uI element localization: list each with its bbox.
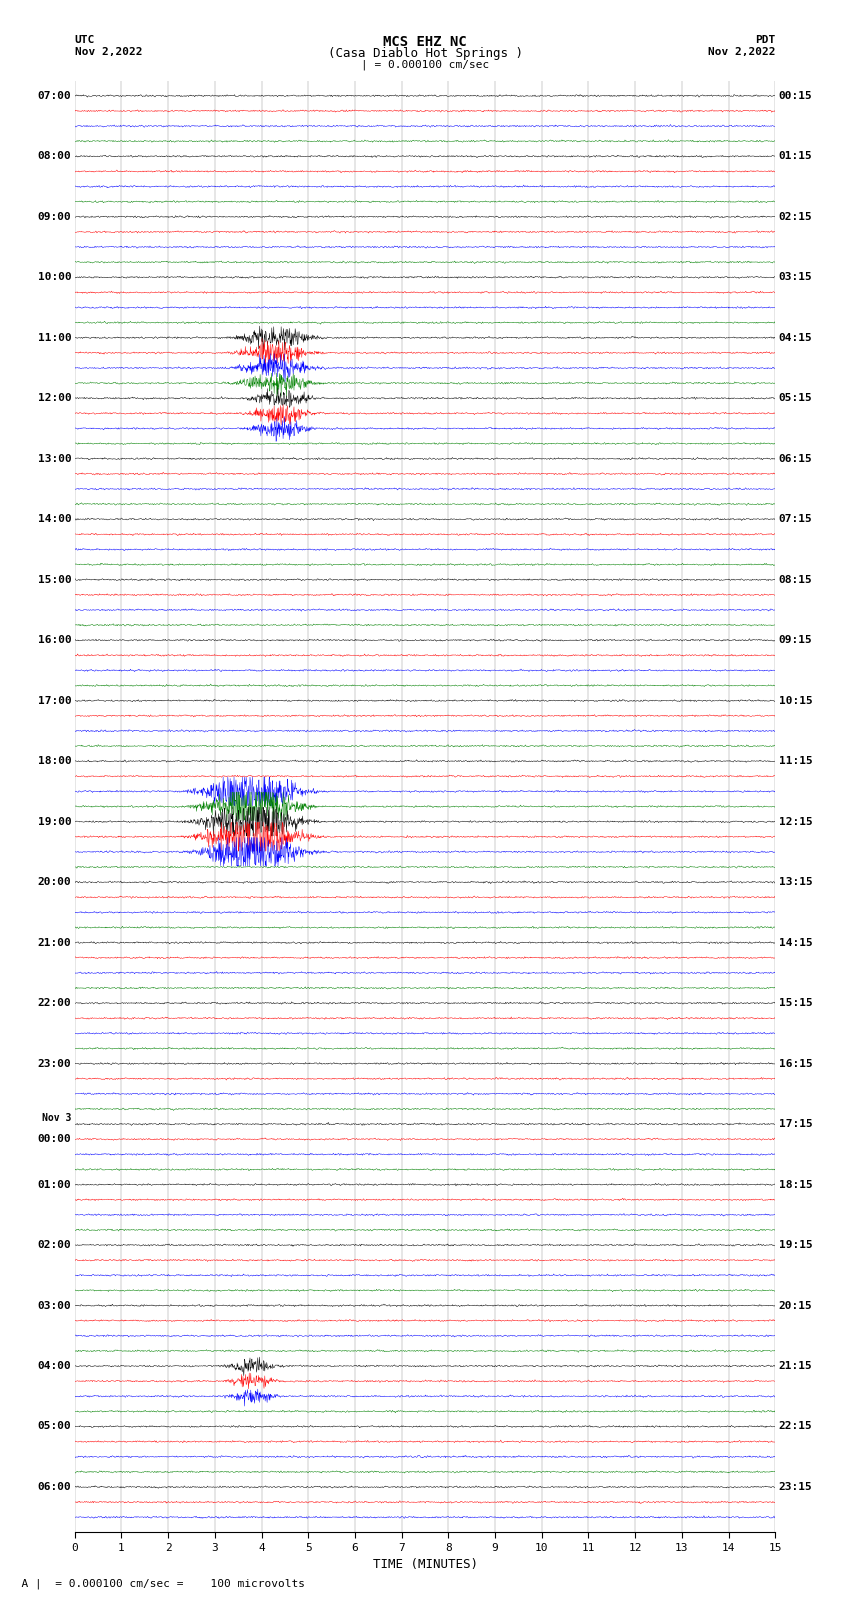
Text: 12:15: 12:15: [779, 816, 813, 826]
Text: 01:00: 01:00: [37, 1179, 71, 1189]
Text: 10:00: 10:00: [37, 273, 71, 282]
Text: 23:15: 23:15: [779, 1482, 813, 1492]
Text: UTC: UTC: [75, 35, 95, 45]
Text: 10:15: 10:15: [779, 695, 813, 705]
Text: 17:15: 17:15: [779, 1119, 813, 1129]
Text: 11:00: 11:00: [37, 332, 71, 342]
Text: MCS EHZ NC: MCS EHZ NC: [383, 35, 467, 50]
Text: 15:00: 15:00: [37, 574, 71, 584]
Text: 14:00: 14:00: [37, 515, 71, 524]
Text: 07:15: 07:15: [779, 515, 813, 524]
Text: 00:00: 00:00: [37, 1134, 71, 1144]
Text: 21:00: 21:00: [37, 937, 71, 947]
Text: 08:15: 08:15: [779, 574, 813, 584]
Text: 13:15: 13:15: [779, 877, 813, 887]
Text: 08:00: 08:00: [37, 152, 71, 161]
Text: | = 0.000100 cm/sec: | = 0.000100 cm/sec: [361, 60, 489, 71]
Text: 16:15: 16:15: [779, 1058, 813, 1068]
X-axis label: TIME (MINUTES): TIME (MINUTES): [372, 1558, 478, 1571]
Text: 04:15: 04:15: [779, 332, 813, 342]
Text: 23:00: 23:00: [37, 1058, 71, 1068]
Text: 05:00: 05:00: [37, 1421, 71, 1431]
Text: 07:00: 07:00: [37, 90, 71, 100]
Text: 06:15: 06:15: [779, 453, 813, 463]
Text: 06:00: 06:00: [37, 1482, 71, 1492]
Text: 16:00: 16:00: [37, 636, 71, 645]
Text: 13:00: 13:00: [37, 453, 71, 463]
Text: 02:00: 02:00: [37, 1240, 71, 1250]
Text: A |  = 0.000100 cm/sec =    100 microvolts: A | = 0.000100 cm/sec = 100 microvolts: [8, 1579, 305, 1589]
Text: 15:15: 15:15: [779, 998, 813, 1008]
Text: 05:15: 05:15: [779, 394, 813, 403]
Text: 17:00: 17:00: [37, 695, 71, 705]
Text: Nov 2,2022: Nov 2,2022: [708, 47, 775, 56]
Text: (Casa Diablo Hot Springs ): (Casa Diablo Hot Springs ): [327, 47, 523, 60]
Text: 22:15: 22:15: [779, 1421, 813, 1431]
Text: PDT: PDT: [755, 35, 775, 45]
Text: 03:15: 03:15: [779, 273, 813, 282]
Text: 11:15: 11:15: [779, 756, 813, 766]
Text: 20:00: 20:00: [37, 877, 71, 887]
Text: 20:15: 20:15: [779, 1300, 813, 1310]
Text: 09:15: 09:15: [779, 636, 813, 645]
Text: 04:00: 04:00: [37, 1361, 71, 1371]
Text: Nov 2,2022: Nov 2,2022: [75, 47, 142, 56]
Text: 19:00: 19:00: [37, 816, 71, 826]
Text: 21:15: 21:15: [779, 1361, 813, 1371]
Text: 12:00: 12:00: [37, 394, 71, 403]
Text: 09:00: 09:00: [37, 211, 71, 221]
Text: 18:00: 18:00: [37, 756, 71, 766]
Text: 03:00: 03:00: [37, 1300, 71, 1310]
Text: 01:15: 01:15: [779, 152, 813, 161]
Text: 02:15: 02:15: [779, 211, 813, 221]
Text: 22:00: 22:00: [37, 998, 71, 1008]
Text: 14:15: 14:15: [779, 937, 813, 947]
Text: Nov 3: Nov 3: [42, 1113, 71, 1123]
Text: 18:15: 18:15: [779, 1179, 813, 1189]
Text: 00:15: 00:15: [779, 90, 813, 100]
Text: 19:15: 19:15: [779, 1240, 813, 1250]
